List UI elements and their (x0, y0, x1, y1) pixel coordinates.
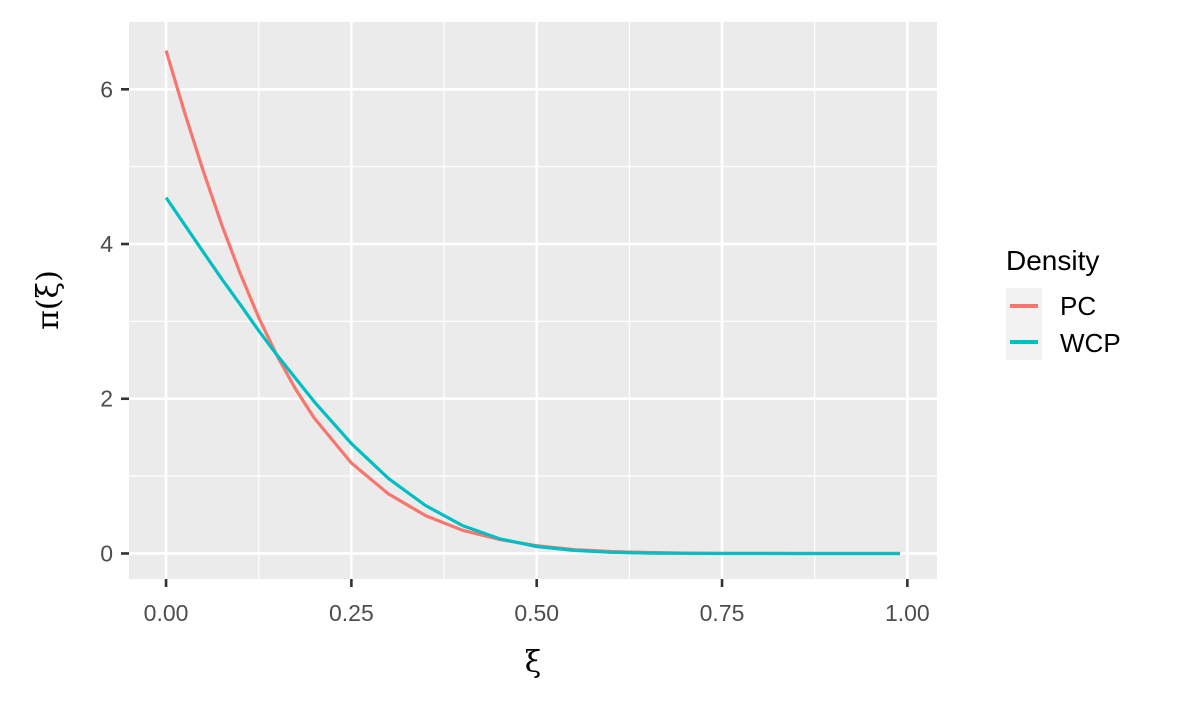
legend-label-pc: PC (1060, 291, 1096, 321)
y-axis-title: π(ξ) (31, 270, 66, 330)
y-tick-label: 6 (100, 76, 113, 102)
legend-title: Density (1006, 245, 1099, 276)
y-tick-label: 0 (100, 540, 113, 566)
grid-major (129, 22, 937, 579)
x-tick-label: 0.25 (329, 600, 374, 626)
x-tick-label: 0.75 (700, 600, 745, 626)
x-tick-label: 0.50 (514, 600, 559, 626)
legend: Density PC WCP (1006, 245, 1121, 360)
y-axis: 0 2 4 6 (100, 76, 129, 566)
y-tick-label: 4 (100, 231, 113, 257)
x-tick-label: 0.00 (144, 600, 189, 626)
y-tick-label: 2 (100, 386, 113, 412)
legend-label-wcp: WCP (1060, 328, 1121, 358)
x-axis: 0.00 0.25 0.50 0.75 1.00 (144, 579, 930, 626)
x-tick-label: 1.00 (885, 600, 930, 626)
x-axis-title: ξ (525, 645, 542, 680)
series-layer (164, 50, 900, 556)
series-line-wcp (164, 196, 900, 556)
plot-panel (129, 22, 937, 579)
grid-minor (129, 22, 937, 579)
